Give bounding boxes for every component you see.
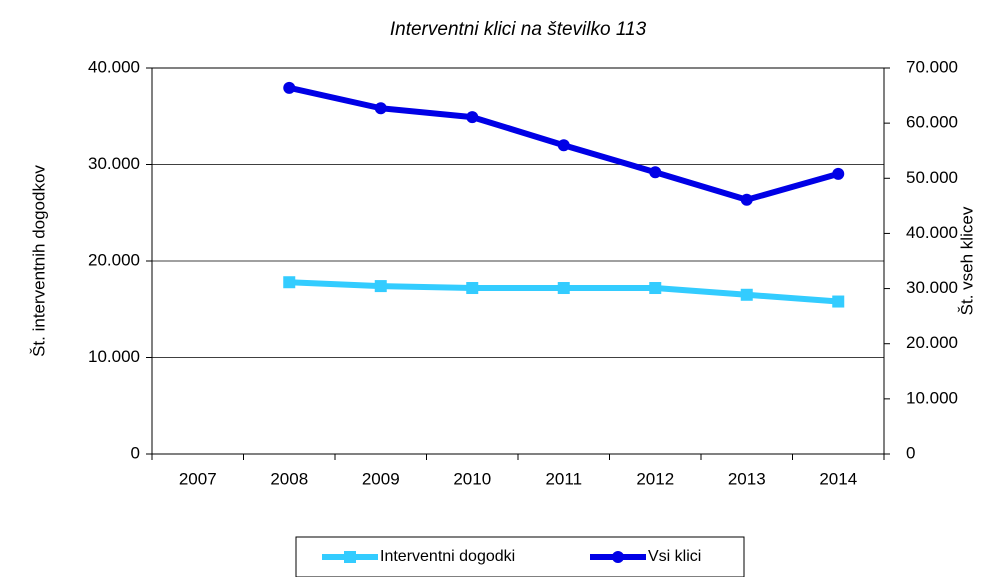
y-tick-label: 10.000: [88, 347, 140, 366]
y2-tick-label: 70.000: [906, 57, 958, 76]
y2-tick-label: 50.000: [906, 168, 958, 187]
x-tick-label: 2008: [270, 469, 308, 488]
point: [832, 167, 845, 180]
point: [466, 111, 479, 124]
x-tick-label: 2011: [545, 469, 582, 488]
x-tick-label: 2013: [728, 469, 766, 488]
point: [283, 81, 296, 94]
point: [740, 288, 753, 301]
x-tick-label: 2012: [636, 469, 674, 488]
legend-label: Vsi klici: [648, 548, 701, 565]
point: [557, 282, 570, 295]
x-tick-label: 2007: [179, 469, 217, 488]
point: [832, 295, 845, 308]
y-tick-label: 30.000: [88, 154, 140, 173]
legend-marker: [344, 551, 356, 563]
y-tick-label: 0: [131, 443, 140, 462]
y2-tick-label: 40.000: [906, 223, 958, 242]
y-axis-label: Št. interventnih dogodkov: [29, 165, 48, 357]
point: [283, 276, 296, 289]
x-tick-label: 2014: [819, 469, 857, 488]
x-tick-label: 2010: [453, 469, 491, 488]
point: [374, 102, 387, 115]
point: [557, 139, 570, 152]
point: [466, 282, 479, 295]
point: [374, 280, 387, 293]
chart-title: Interventni klici na številko 113: [390, 19, 647, 40]
point: [740, 193, 753, 206]
point: [649, 166, 662, 179]
y-tick-label: 40.000: [88, 57, 140, 76]
y2-tick-label: 0: [906, 443, 915, 462]
y2-tick-label: 20.000: [906, 333, 958, 352]
legend-label: Interventni dogodki: [380, 548, 515, 565]
y-tick-label: 20.000: [88, 250, 140, 269]
y2-axis-label: Št. vseh klicev: [957, 206, 976, 315]
y2-tick-label: 30.000: [906, 278, 958, 297]
y2-tick-label: 60.000: [906, 113, 958, 132]
y2-tick-label: 10.000: [906, 388, 958, 407]
point: [649, 282, 662, 295]
legend-marker: [612, 551, 624, 563]
x-tick-label: 2009: [362, 469, 400, 488]
